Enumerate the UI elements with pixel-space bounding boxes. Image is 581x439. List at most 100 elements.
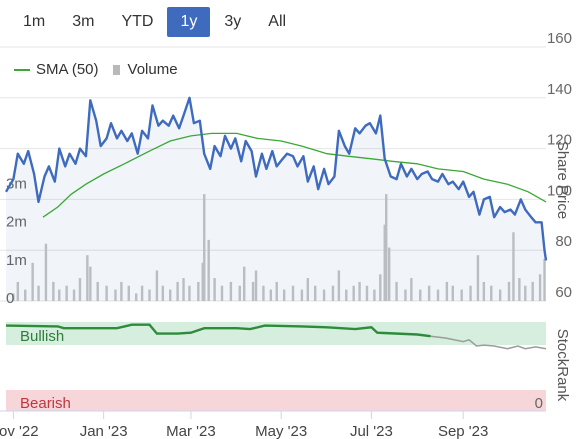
volume-bar <box>469 285 472 301</box>
volume-bar <box>460 289 463 301</box>
volume-bar <box>44 243 48 301</box>
share-price-line <box>4 96 548 261</box>
volume-bar <box>269 289 273 301</box>
bearish-band <box>6 390 546 411</box>
bearish-label: Bearish <box>20 395 71 412</box>
volume-bar <box>410 278 413 301</box>
volume-bar <box>419 289 422 301</box>
volume-bar <box>352 285 355 301</box>
stockrank-tick-label: 0 <box>535 395 543 412</box>
volume-bar <box>518 278 521 301</box>
stockrank-axis-title: StockRank <box>554 329 571 402</box>
volume-bar <box>37 285 40 301</box>
range-button-1m[interactable]: 1m <box>23 13 46 30</box>
volume-bar <box>531 281 534 301</box>
volume-bar <box>306 278 310 301</box>
volume-bar <box>238 285 241 301</box>
volume-bar <box>52 281 55 301</box>
volume-bar <box>155 270 159 301</box>
volume-bar <box>127 285 130 301</box>
volume-bar <box>220 285 224 301</box>
price-tick-label: 100 <box>547 182 572 199</box>
sma-legend-label[interactable]: SMA (50) <box>36 61 99 78</box>
volume-bar <box>322 289 326 301</box>
x-tick-label: May '23 <box>255 423 307 439</box>
volume-bar <box>337 270 341 301</box>
share-price-axis-title: Share Price <box>554 141 571 219</box>
volume-bar <box>96 281 99 301</box>
volume-bar <box>383 224 386 301</box>
volume-bar <box>229 281 233 301</box>
price-tick-label: 120 <box>547 132 572 149</box>
price-tick-label: 80 <box>555 233 572 250</box>
volume-bar <box>58 289 61 301</box>
x-tick-label: Mar '23 <box>166 423 216 439</box>
volume-bar <box>395 281 398 301</box>
price-tick-label: 60 <box>555 284 572 301</box>
volume-bar <box>12 293 15 301</box>
volume-bar <box>476 255 480 301</box>
volume-bar <box>282 289 286 301</box>
volume-bar <box>176 281 179 301</box>
volume-bar <box>498 289 502 301</box>
volume-tick-label: 1m <box>6 252 27 269</box>
stockrank-recent-line <box>430 335 547 350</box>
volume-bar <box>314 285 317 301</box>
volume-bar <box>291 285 295 301</box>
price-tick-label: 140 <box>547 81 572 98</box>
sma-legend-swatch <box>14 68 30 71</box>
volume-bar <box>543 259 546 301</box>
range-button-3m[interactable]: 3m <box>72 13 95 30</box>
volume-bar <box>134 293 138 301</box>
volume-bar <box>65 285 68 301</box>
volume-bar <box>385 194 388 301</box>
sma-line <box>42 132 547 218</box>
volume-bar <box>182 278 185 301</box>
range-button-ytd[interactable]: YTD <box>121 13 154 30</box>
volume-bar <box>262 285 265 301</box>
bullish-label: Bullish <box>20 328 64 345</box>
volume-bar <box>365 285 369 301</box>
volume-bar <box>451 285 454 301</box>
range-button-all[interactable]: All <box>268 13 287 30</box>
volume-bar <box>512 232 515 301</box>
volume-bar <box>538 274 542 301</box>
volume-bar <box>242 266 246 301</box>
volume-bar <box>254 270 258 301</box>
volume-bar <box>105 285 108 301</box>
x-tick-label: Jul '23 <box>350 423 393 439</box>
volume-bar <box>197 281 200 301</box>
volume-bar <box>300 289 304 301</box>
volume-bar <box>379 274 382 301</box>
volume-bar <box>24 289 27 301</box>
volume-bar <box>213 278 216 301</box>
volume-bar <box>490 285 493 301</box>
volume-bar <box>404 289 407 301</box>
chart-legend: SMA (50) Volume <box>14 61 192 78</box>
bullish-band <box>6 322 546 345</box>
volume-tick-label: 0 <box>6 290 14 307</box>
volume-bar <box>482 281 486 301</box>
volume-legend-swatch <box>112 64 120 75</box>
volume-bar <box>86 255 89 301</box>
range-button-1y[interactable]: 1y <box>167 7 211 37</box>
volume-tick-label: 3m <box>6 175 27 192</box>
volume-bar <box>89 266 92 301</box>
volume-bar <box>358 281 361 301</box>
volume-bar <box>201 262 204 301</box>
volume-bar <box>203 194 206 301</box>
range-button-3y[interactable]: 3y <box>224 13 242 30</box>
volume-bar <box>120 281 123 301</box>
volume-legend-label[interactable]: Volume <box>127 61 178 78</box>
volume-bar <box>114 289 117 301</box>
x-tick-label: Jan '23 <box>80 423 128 439</box>
stockrank-line <box>5 323 431 338</box>
volume-bar <box>31 262 34 301</box>
volume-bar <box>387 247 391 301</box>
volume-bar <box>275 281 278 301</box>
volume-bar <box>345 289 348 301</box>
volume-bar <box>373 289 376 301</box>
volume-bar <box>16 281 20 301</box>
volume-bar <box>436 289 440 301</box>
